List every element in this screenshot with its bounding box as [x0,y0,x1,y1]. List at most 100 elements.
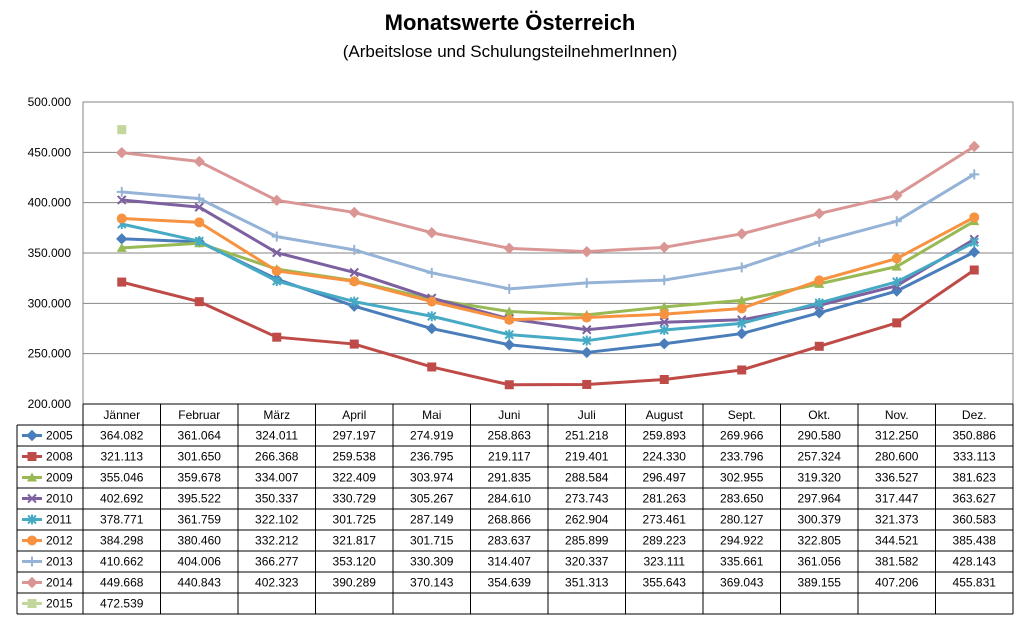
data-label: 404.006 [178,555,222,569]
point [659,317,669,327]
data-label: 283.637 [488,534,532,548]
x-tick-label: März [263,408,290,422]
data-label: 258.863 [488,429,532,443]
point [736,295,747,305]
series-line [121,145,976,254]
y-tick-label: 350.000 [28,246,72,260]
legend-key-2011 [22,514,42,525]
point [581,312,592,323]
y-tick-label: 250.000 [28,347,72,361]
data-label: 280.600 [875,450,919,464]
legend-key-2013 [22,556,42,567]
data-label: 440.843 [178,576,222,590]
point [27,452,37,461]
point [27,493,37,504]
data-label: 297.197 [333,429,377,443]
data-label: 301.650 [178,450,222,464]
data-label: 283.650 [720,492,764,506]
point [736,303,747,314]
point [194,202,204,212]
x-tick-label: Februar [178,408,220,422]
data-label: 361.759 [178,513,222,527]
data-label: 323.111 [643,555,685,569]
data-label: 335.661 [720,555,764,569]
point [659,375,669,385]
point [427,311,437,322]
point [814,275,825,286]
point [814,297,824,308]
x-tick-label: Sept. [728,408,756,422]
data-label: 407.206 [875,576,919,590]
point [271,194,283,207]
data-label: 324.011 [256,429,299,443]
point [272,247,282,258]
point [27,599,37,608]
data-label: 320.337 [565,555,609,569]
legend-label: 2011 [46,513,72,527]
point [116,213,127,224]
point [504,329,514,340]
point [504,380,514,390]
point [426,267,437,278]
point [348,206,360,219]
point [27,472,37,482]
data-label: 321.373 [875,513,919,527]
series-line [121,222,975,343]
legend-key-2015 [22,599,42,608]
series-2008 [117,265,979,390]
x-tick-label: Juni [498,408,520,422]
point [271,231,282,242]
legend-key-2009 [22,472,42,482]
point [659,275,670,286]
point [349,339,359,349]
data-label: 359.678 [178,471,222,485]
legend-key-2014 [22,576,42,589]
data-label: 364.082 [100,429,144,443]
data-label: 219.401 [565,450,609,464]
point [814,236,825,247]
data-label: 290.580 [798,429,842,443]
data-label: 300.379 [798,513,842,527]
data-label: 322.409 [333,471,377,485]
point [116,146,128,159]
point [813,307,825,319]
x-tick-label: Juli [578,408,596,422]
series-line [121,198,976,332]
data-label: 285.899 [565,534,609,548]
data-label: 287.149 [410,513,454,527]
data-label: 333.113 [953,450,996,464]
point [27,556,37,567]
data-label: 366.277 [255,555,299,569]
data-label: 312.250 [875,429,919,443]
data-label: 449.668 [100,576,144,590]
point [968,140,980,153]
point [968,246,980,258]
legend-label: 2008 [46,450,73,464]
data-label: 314.407 [488,555,532,569]
data-label: 381.582 [875,555,919,569]
legend-label: 2015 [46,597,73,611]
series-line [121,173,976,291]
data-label: 274.919 [410,429,454,443]
data-label: 360.583 [953,513,997,527]
point [969,265,979,275]
legend-key-2012 [22,535,42,546]
legend-label: 2013 [46,555,73,569]
data-label: 297.964 [798,492,842,506]
point [272,276,282,287]
data-label: 353.120 [333,555,377,569]
data-label: 302.955 [720,471,764,485]
data-label: 410.662 [100,555,144,569]
y-tick-label: 400.000 [28,196,72,210]
point [427,362,437,372]
data-label: 281.263 [643,492,687,506]
point [736,327,748,340]
data-label: 269.966 [720,429,764,443]
point [193,155,205,168]
data-label: 301.715 [410,534,454,548]
data-label: 257.324 [798,450,842,464]
data-label: 319.320 [798,471,842,485]
data-label: 332.212 [255,534,299,548]
legend-label: 2014 [46,576,73,590]
data-label: 402.692 [100,492,144,506]
